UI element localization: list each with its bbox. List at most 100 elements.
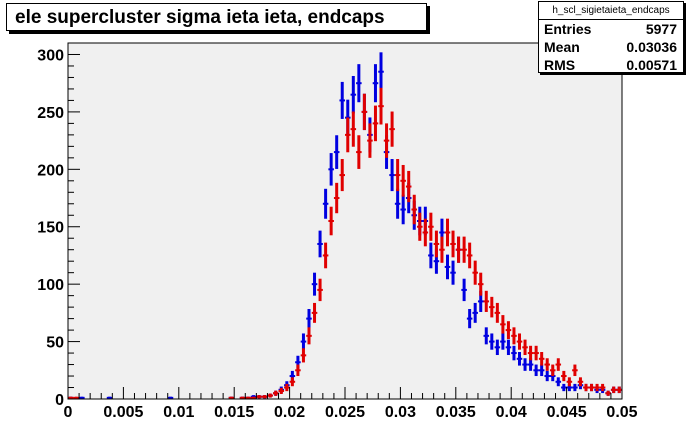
data-point: [400, 194, 406, 225]
data-point: [284, 383, 290, 392]
y-tick-label: 0: [55, 392, 64, 409]
data-point: [561, 383, 567, 392]
data-point: [289, 377, 296, 387]
data-point: [322, 242, 329, 269]
y-tick-label: 250: [37, 105, 64, 122]
data-point: [311, 272, 318, 296]
data-point: [477, 272, 484, 296]
x-tick-label: 0: [64, 404, 73, 421]
data-point: [311, 302, 318, 323]
data-point: [417, 212, 423, 241]
data-point: [394, 159, 401, 192]
data-point: [516, 352, 523, 366]
stats-value: 0.00571: [626, 57, 677, 73]
data-point: [378, 87, 384, 125]
data-point: [522, 339, 528, 356]
data-point: [599, 383, 606, 392]
data-point: [466, 309, 473, 329]
data-point: [444, 218, 451, 247]
data-point: [428, 212, 434, 241]
stats-value: 5977: [645, 21, 677, 37]
data-point: [422, 218, 429, 247]
data-point: [544, 358, 550, 371]
data-point: [372, 105, 379, 142]
data-point: [317, 278, 323, 302]
x-tick-label: 0.01: [163, 404, 194, 421]
y-tick-label: 50: [46, 335, 64, 352]
data-point: [533, 364, 539, 377]
chart-title: ele supercluster sigma ieta ieta, endcap…: [15, 7, 385, 28]
chart-title-box: ele supercluster sigma ieta ieta, endcap…: [6, 3, 427, 31]
stats-value: 0.03036: [626, 39, 677, 55]
x-tick-label: 0.005: [103, 404, 143, 421]
data-point: [433, 230, 440, 258]
data-point: [500, 333, 506, 350]
data-point: [516, 333, 523, 350]
data-point: [261, 395, 268, 399]
x-tick-label: 0.04: [496, 404, 527, 421]
data-point: [328, 153, 334, 186]
stats-histogram-name: h_scl_sigietaieta_endcaps: [539, 2, 683, 20]
data-point: [505, 339, 512, 356]
data-point: [450, 260, 456, 285]
data-point: [356, 135, 362, 169]
data-point: [333, 182, 340, 214]
data-point: [483, 290, 490, 312]
data-point: [500, 315, 506, 334]
data-point: [561, 370, 567, 382]
x-tick-label: 0.025: [325, 404, 365, 421]
data-point: [566, 377, 573, 387]
stats-box: h_scl_sigietaieta_endcaps Entries 5977 M…: [538, 1, 684, 73]
data-point: [328, 206, 334, 236]
data-point: [383, 123, 390, 158]
data-point: [256, 395, 262, 399]
data-point: [272, 390, 279, 396]
data-point: [538, 352, 545, 366]
data-point: [350, 111, 357, 147]
data-point: [405, 170, 412, 203]
stats-label: RMS: [544, 57, 576, 73]
data-point: [544, 370, 550, 382]
data-point: [522, 358, 528, 371]
data-point: [278, 387, 285, 394]
y-tick-label: 150: [37, 220, 64, 237]
data-point: [345, 117, 351, 153]
data-point: [411, 194, 418, 225]
data-point: [588, 383, 595, 392]
data-point: [461, 236, 467, 263]
data-point: [394, 188, 401, 219]
x-tick-label: 0.045: [547, 404, 587, 421]
data-point: [428, 242, 434, 269]
data-point: [527, 345, 534, 361]
data-point: [572, 364, 578, 377]
data-point: [400, 164, 406, 197]
data-point: [322, 188, 329, 219]
data-point: [466, 242, 473, 269]
data-point: [572, 383, 578, 392]
data-point: [295, 364, 301, 377]
stats-label: Entries: [544, 21, 592, 37]
y-axis: 0 50 100 150 200 250 300: [37, 43, 80, 409]
data-point: [483, 327, 490, 345]
x-tick-label: 0.035: [436, 404, 476, 421]
data-point: [378, 52, 384, 92]
data-point: [527, 358, 534, 371]
y-tick-label: 200: [37, 162, 64, 179]
data-point: [455, 236, 462, 263]
x-tick-label: 0.02: [274, 404, 305, 421]
data-point: [450, 230, 456, 258]
plot-frame: [67, 42, 623, 400]
y-tick-label: 300: [37, 47, 64, 64]
data-point: [389, 159, 395, 192]
data-point: [489, 333, 495, 350]
data-point: [306, 327, 312, 345]
data-point: [389, 111, 395, 147]
y-tick-label: 100: [37, 277, 64, 294]
data-point: [372, 64, 379, 103]
x-axis: 0 0.005 0.01 0.015 0.02 0.025 0.03 0.035 0.04 0.0…: [64, 387, 638, 421]
data-point: [339, 159, 345, 192]
stats-row-entries: Entries 5977: [544, 21, 677, 39]
x-tick-label: 0.03: [385, 404, 416, 421]
stats-row-mean: Mean 0.03036: [544, 39, 677, 57]
